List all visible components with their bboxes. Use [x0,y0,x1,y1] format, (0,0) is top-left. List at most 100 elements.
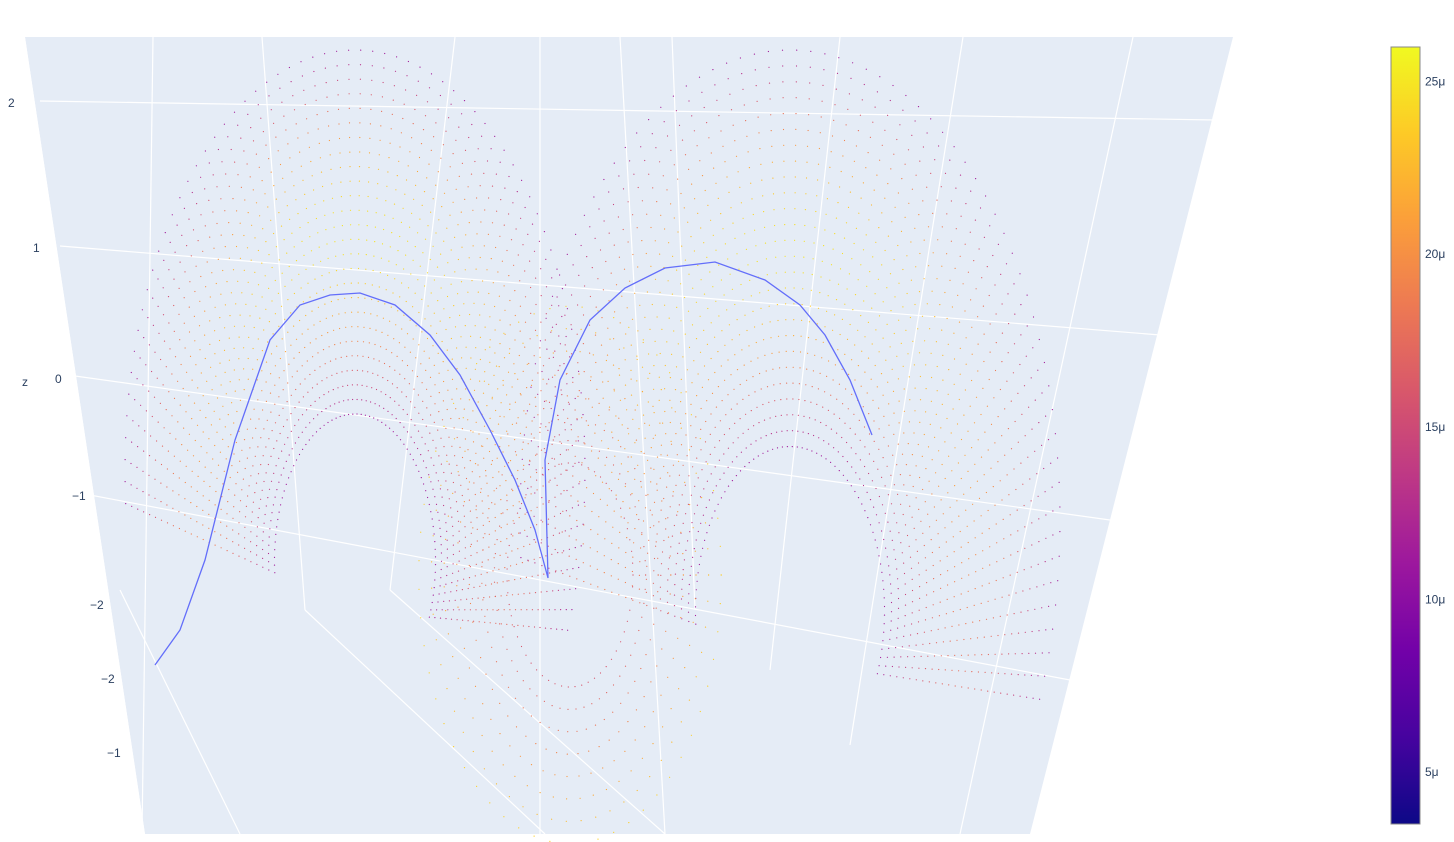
scene-background-left [0,37,145,834]
surface-point [582,562,584,564]
surface-point [598,208,600,210]
surface-point [514,401,517,403]
surface-point [216,477,218,479]
surface-point [905,329,907,331]
surface-point [192,455,195,457]
surface-point [285,460,287,462]
surface-point [140,404,142,406]
surface-point [270,480,273,482]
surface-point [261,390,263,392]
surface-point [727,258,729,260]
surface-point [970,190,972,192]
surface-point [559,274,561,276]
surface-point [492,282,494,284]
surface-point [463,578,465,580]
surface-point [268,254,270,256]
surface-point [784,271,786,273]
surface-point [726,309,728,311]
surface-point [261,350,263,352]
surface-point [288,265,290,268]
surface-point [435,122,437,124]
surface-point [443,562,445,564]
surface-point [671,353,673,355]
surface-point [318,246,320,248]
surface-point [197,240,199,242]
surface-point [557,729,559,732]
surface-point [209,343,211,345]
surface-point [794,208,796,210]
surface-point [214,504,216,506]
surface-point [176,224,178,226]
surface-point [503,224,505,226]
surface-point [204,225,206,227]
surface-point [595,332,597,334]
surface-point [254,271,256,273]
surface-point [367,371,369,373]
surface-point [297,137,299,139]
surface-point [278,377,280,379]
surface-point [270,171,272,173]
surface-point [556,628,558,630]
surface-point [876,547,878,549]
surface-point [644,560,646,562]
surface-point [671,293,674,295]
surface-point [859,439,861,441]
surface-point [959,608,961,611]
surface-point [561,531,563,533]
surface-point [472,750,474,753]
surface-point [720,497,723,499]
surface-point [548,567,550,569]
surface-point [290,413,292,415]
surface-point [229,476,231,479]
surface-point [227,136,229,138]
surface-point [454,455,456,457]
surface-point [949,640,951,642]
surface-point [911,601,914,603]
surface-point [494,530,496,532]
surface-point [1059,531,1061,533]
surface-point [878,227,880,229]
surface-point [1036,473,1038,475]
surface-point [346,370,348,372]
surface-point [567,686,569,688]
surface-point [524,270,526,272]
surface-point [832,329,834,331]
surface-point [686,369,689,371]
surface-point [577,500,579,502]
surface-point [931,551,934,554]
surface-point [235,303,237,305]
surface-point [540,591,542,593]
surface-point [987,600,989,602]
surface-point [948,455,950,457]
surface-point [867,152,869,154]
surface-point [552,352,554,354]
surface-point [591,450,593,452]
surface-point [279,357,281,360]
surface-point [572,264,574,266]
surface-point [872,399,874,401]
surface-point [981,654,983,656]
surface-point [717,631,719,633]
surface-point [489,316,491,318]
surface-point [495,365,498,367]
surface-point [930,352,932,354]
surface-point [399,235,401,238]
surface-point [750,295,752,297]
surface-point [672,657,674,659]
surface-point [480,488,482,490]
surface-point [704,522,707,524]
surface-point [706,256,708,258]
surface-point [200,372,202,374]
surface-point [442,144,444,146]
surface-point [434,617,436,619]
surface-point [372,372,374,374]
surface-point [1017,551,1019,553]
surface-point [209,320,211,322]
surface-point [378,405,380,407]
surface-point [594,334,597,336]
surface-point [166,468,168,470]
surface-point [906,494,908,496]
surface-point [911,623,913,625]
surface-point [918,214,920,216]
